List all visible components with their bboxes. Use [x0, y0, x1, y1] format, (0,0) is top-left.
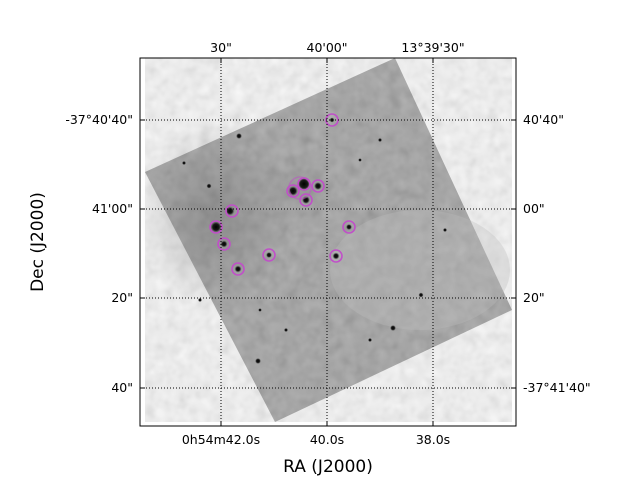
- star: [418, 292, 424, 298]
- source-marker: [299, 193, 313, 207]
- star: [390, 325, 396, 331]
- star: [358, 158, 362, 162]
- left-tick-label: -37°40'40": [65, 112, 133, 127]
- top-tick-label: 40'00": [307, 40, 348, 55]
- right-tick-label: 00": [523, 201, 545, 216]
- dark-region-center: [260, 160, 340, 220]
- star: [346, 224, 352, 230]
- source-marker: [231, 262, 245, 276]
- source-marker: [288, 176, 312, 200]
- star: [198, 298, 202, 302]
- star: [234, 265, 242, 273]
- star: [332, 252, 340, 260]
- tick-marks: [140, 58, 516, 426]
- top-tick-label: 13°39'30": [401, 40, 464, 55]
- top-tick-label: 30": [210, 40, 232, 55]
- bottom-tick-label: 40.0s: [310, 432, 344, 447]
- right-tick-label: 20": [523, 290, 545, 305]
- source-marker: [225, 204, 239, 218]
- star: [378, 138, 382, 142]
- right-tick-label: -37°41'40": [523, 380, 591, 395]
- star: [210, 221, 222, 233]
- bottom-tick-label: 0h54m42.0s: [182, 432, 260, 447]
- star: [206, 183, 212, 189]
- left-tick-label: 20": [111, 290, 133, 305]
- star: [266, 252, 272, 258]
- source-marker: [329, 249, 343, 263]
- star: [255, 358, 261, 364]
- source-marker: [209, 220, 223, 234]
- coordinate-grid: [140, 58, 516, 426]
- left-tick-label: 41'00": [92, 201, 133, 216]
- star: [220, 240, 228, 248]
- star-field: [182, 117, 447, 364]
- dark-region: [140, 120, 290, 310]
- bottom-tick-label: 38.0s: [416, 432, 450, 447]
- source-marker: [217, 237, 231, 251]
- star: [182, 161, 186, 165]
- star: [284, 328, 288, 332]
- x-axis-label: RA (J2000): [283, 457, 373, 477]
- axes-frame: [139, 57, 517, 427]
- star: [443, 228, 447, 232]
- source-marker: [311, 179, 325, 193]
- source-marker: [262, 248, 276, 262]
- star: [368, 338, 372, 342]
- right-tick-label: 40'40": [523, 112, 564, 127]
- sky-image: [140, 58, 512, 422]
- star: [314, 182, 322, 190]
- source-markers: [209, 113, 356, 276]
- y-axis-label: Dec (J2000): [28, 192, 48, 292]
- star: [258, 308, 262, 312]
- source-marker: [342, 220, 356, 234]
- star: [236, 133, 242, 139]
- light-region: [330, 210, 510, 330]
- left-tick-label: 40": [111, 380, 133, 395]
